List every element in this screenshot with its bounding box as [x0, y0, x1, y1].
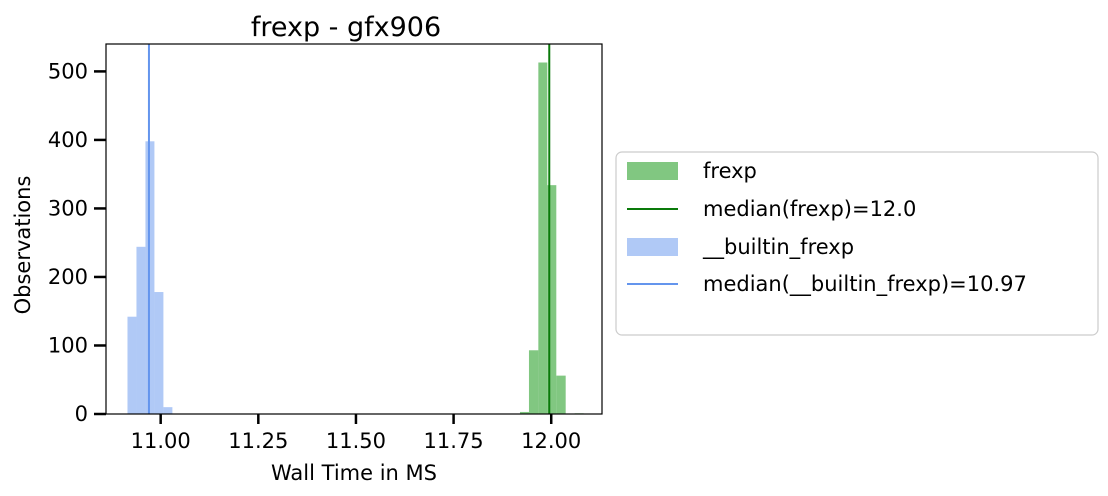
y-tick-label: 400 [48, 128, 88, 152]
plot-frame [105, 43, 603, 415]
y-tick-label: 300 [48, 196, 88, 220]
legend-label: frexp [703, 159, 757, 183]
axes: 11.00 11.25 11.50 11.75 12.00 0 100 200 300 400 50… [48, 43, 603, 453]
hist-bar [163, 407, 173, 414]
legend: frexp median(frexp)=12.0 __builtin_frexpme… [615, 151, 1099, 336]
legend-swatch [627, 238, 678, 256]
legend-label: __builtin_frexp [702, 235, 854, 260]
x-tick-label: 11.25 [228, 429, 288, 453]
hist-bar [127, 316, 137, 414]
legend-swatch [627, 162, 678, 180]
legend-label: median(__builtin_frexp)=10.97 [703, 272, 1027, 297]
x-axis-label: Wall Time in MS [271, 461, 437, 485]
y-tick-label: 200 [48, 265, 88, 289]
hist-bar [556, 375, 566, 414]
y-axis-label: Observations [11, 176, 35, 315]
hist-bar [547, 185, 557, 414]
x-tick-label: 11.75 [424, 429, 484, 453]
legend-label: median(frexp)=12.0 [703, 197, 916, 221]
hist-bar [519, 411, 529, 414]
plot-area [127, 44, 584, 414]
chart-title: frexp - gfx906 [251, 12, 441, 43]
x-tick-label: 11.50 [326, 429, 386, 453]
hist-bar [538, 62, 548, 414]
legend-box [615, 151, 1099, 336]
y-tick-label: 100 [48, 333, 88, 357]
x-tick-label: 11.00 [131, 429, 191, 453]
hist-bar [528, 350, 539, 414]
hist-bar [154, 292, 164, 414]
y-tick-label: 0 [75, 402, 88, 426]
x-tick-label: 12.00 [521, 429, 581, 453]
hist-bar [136, 246, 146, 414]
y-tick-label: 500 [48, 59, 88, 83]
